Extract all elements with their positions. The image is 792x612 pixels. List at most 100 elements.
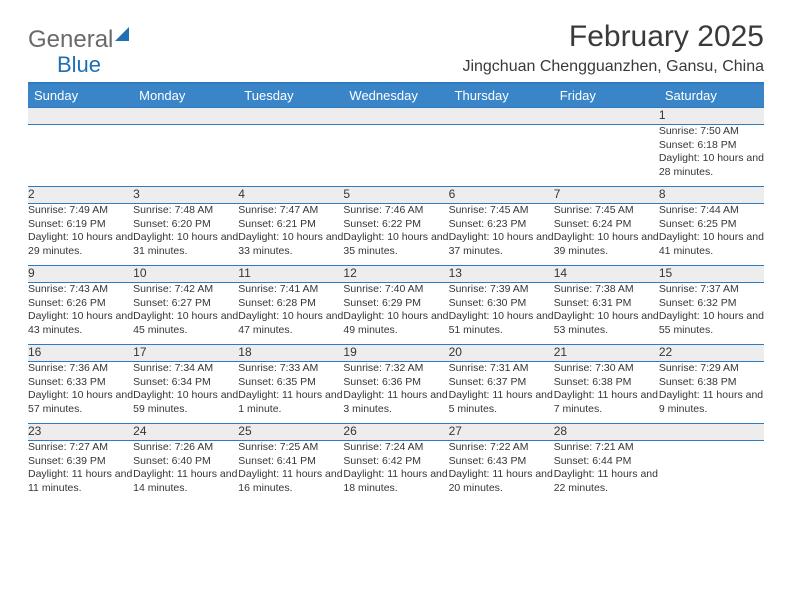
day-number-cell: 2 <box>28 187 133 204</box>
day-detail-cell: Sunrise: 7:34 AMSunset: 6:34 PMDaylight:… <box>133 362 238 424</box>
location-text: Jingchuan Chengguanzhen, Gansu, China <box>462 58 764 76</box>
day-number-cell: 20 <box>449 345 554 362</box>
sunset-text: Sunset: 6:23 PM <box>449 218 554 232</box>
day-header: Sunday <box>28 84 133 108</box>
day-number-cell: 7 <box>554 187 659 204</box>
sunrise-text: Sunrise: 7:25 AM <box>238 441 343 455</box>
day-detail-cell: Sunrise: 7:50 AMSunset: 6:18 PMDaylight:… <box>659 125 764 187</box>
sunrise-text: Sunrise: 7:40 AM <box>343 283 448 297</box>
daylight-text: Daylight: 10 hours and 43 minutes. <box>28 310 133 337</box>
day-detail-cell: Sunrise: 7:46 AMSunset: 6:22 PMDaylight:… <box>343 204 448 266</box>
day-detail-row: Sunrise: 7:50 AMSunset: 6:18 PMDaylight:… <box>28 125 764 187</box>
day-detail-cell <box>133 125 238 187</box>
day-number-cell <box>343 108 448 125</box>
day-detail-cell: Sunrise: 7:27 AMSunset: 6:39 PMDaylight:… <box>28 441 133 503</box>
sunrise-text: Sunrise: 7:27 AM <box>28 441 133 455</box>
day-number-cell: 12 <box>343 266 448 283</box>
day-detail-cell: Sunrise: 7:41 AMSunset: 6:28 PMDaylight:… <box>238 283 343 345</box>
day-detail-cell: Sunrise: 7:31 AMSunset: 6:37 PMDaylight:… <box>449 362 554 424</box>
logo-triangle-icon <box>115 27 129 41</box>
sunset-text: Sunset: 6:21 PM <box>238 218 343 232</box>
logo-text-1: General <box>28 26 113 54</box>
sunrise-text: Sunrise: 7:30 AM <box>554 362 659 376</box>
sunrise-text: Sunrise: 7:45 AM <box>554 204 659 218</box>
sunrise-text: Sunrise: 7:29 AM <box>659 362 764 376</box>
day-number-cell: 18 <box>238 345 343 362</box>
day-number-cell: 10 <box>133 266 238 283</box>
day-detail-cell <box>554 125 659 187</box>
sunrise-text: Sunrise: 7:50 AM <box>659 125 764 139</box>
day-header: Monday <box>133 84 238 108</box>
sunset-text: Sunset: 6:31 PM <box>554 297 659 311</box>
sunrise-text: Sunrise: 7:41 AM <box>238 283 343 297</box>
day-detail-row: Sunrise: 7:43 AMSunset: 6:26 PMDaylight:… <box>28 283 764 345</box>
sunset-text: Sunset: 6:30 PM <box>449 297 554 311</box>
day-number-cell: 8 <box>659 187 764 204</box>
day-detail-cell <box>449 125 554 187</box>
day-detail-row: Sunrise: 7:36 AMSunset: 6:33 PMDaylight:… <box>28 362 764 424</box>
day-number-cell <box>28 108 133 125</box>
daylight-text: Daylight: 11 hours and 9 minutes. <box>659 389 764 416</box>
sunset-text: Sunset: 6:20 PM <box>133 218 238 232</box>
daylight-text: Daylight: 10 hours and 51 minutes. <box>449 310 554 337</box>
day-number-cell <box>449 108 554 125</box>
daylight-text: Daylight: 10 hours and 59 minutes. <box>133 389 238 416</box>
sunset-text: Sunset: 6:25 PM <box>659 218 764 232</box>
day-detail-cell: Sunrise: 7:44 AMSunset: 6:25 PMDaylight:… <box>659 204 764 266</box>
sunrise-text: Sunrise: 7:21 AM <box>554 441 659 455</box>
daylight-text: Daylight: 10 hours and 39 minutes. <box>554 231 659 258</box>
sunrise-text: Sunrise: 7:33 AM <box>238 362 343 376</box>
header-row: General Blue February 2025 Jingchuan Che… <box>28 20 764 76</box>
sunrise-text: Sunrise: 7:42 AM <box>133 283 238 297</box>
daylight-text: Daylight: 10 hours and 53 minutes. <box>554 310 659 337</box>
daylight-text: Daylight: 10 hours and 29 minutes. <box>28 231 133 258</box>
daylight-text: Daylight: 10 hours and 47 minutes. <box>238 310 343 337</box>
sunset-text: Sunset: 6:19 PM <box>28 218 133 232</box>
calendar-table: Sunday Monday Tuesday Wednesday Thursday… <box>28 84 764 503</box>
day-detail-cell: Sunrise: 7:39 AMSunset: 6:30 PMDaylight:… <box>449 283 554 345</box>
day-header: Wednesday <box>343 84 448 108</box>
day-number-cell: 24 <box>133 424 238 441</box>
day-number-cell: 15 <box>659 266 764 283</box>
daylight-text: Daylight: 11 hours and 5 minutes. <box>449 389 554 416</box>
daylight-text: Daylight: 11 hours and 20 minutes. <box>449 468 554 495</box>
day-number-row: 2345678 <box>28 187 764 204</box>
day-number-cell: 23 <box>28 424 133 441</box>
day-number-cell: 1 <box>659 108 764 125</box>
daylight-text: Daylight: 11 hours and 18 minutes. <box>343 468 448 495</box>
day-number-cell: 22 <box>659 345 764 362</box>
day-number-cell: 21 <box>554 345 659 362</box>
sunset-text: Sunset: 6:35 PM <box>238 376 343 390</box>
day-header: Thursday <box>449 84 554 108</box>
day-detail-cell: Sunrise: 7:48 AMSunset: 6:20 PMDaylight:… <box>133 204 238 266</box>
calendar-body: 1Sunrise: 7:50 AMSunset: 6:18 PMDaylight… <box>28 108 764 503</box>
sunrise-text: Sunrise: 7:38 AM <box>554 283 659 297</box>
day-detail-cell <box>28 125 133 187</box>
day-detail-cell: Sunrise: 7:22 AMSunset: 6:43 PMDaylight:… <box>449 441 554 503</box>
day-header: Friday <box>554 84 659 108</box>
daylight-text: Daylight: 10 hours and 33 minutes. <box>238 231 343 258</box>
sunrise-text: Sunrise: 7:39 AM <box>449 283 554 297</box>
day-detail-cell <box>238 125 343 187</box>
sunset-text: Sunset: 6:41 PM <box>238 455 343 469</box>
calendar-page: General Blue February 2025 Jingchuan Che… <box>0 0 792 513</box>
day-detail-cell: Sunrise: 7:21 AMSunset: 6:44 PMDaylight:… <box>554 441 659 503</box>
day-detail-row: Sunrise: 7:49 AMSunset: 6:19 PMDaylight:… <box>28 204 764 266</box>
day-number-cell: 14 <box>554 266 659 283</box>
sunrise-text: Sunrise: 7:26 AM <box>133 441 238 455</box>
day-detail-cell <box>659 441 764 503</box>
sunrise-text: Sunrise: 7:32 AM <box>343 362 448 376</box>
day-number-cell: 17 <box>133 345 238 362</box>
sunset-text: Sunset: 6:26 PM <box>28 297 133 311</box>
day-number-row: 232425262728 <box>28 424 764 441</box>
sunrise-text: Sunrise: 7:47 AM <box>238 204 343 218</box>
sunset-text: Sunset: 6:32 PM <box>659 297 764 311</box>
day-detail-cell: Sunrise: 7:24 AMSunset: 6:42 PMDaylight:… <box>343 441 448 503</box>
day-number-cell: 19 <box>343 345 448 362</box>
daylight-text: Daylight: 10 hours and 31 minutes. <box>133 231 238 258</box>
sunrise-text: Sunrise: 7:48 AM <box>133 204 238 218</box>
day-detail-cell: Sunrise: 7:47 AMSunset: 6:21 PMDaylight:… <box>238 204 343 266</box>
day-detail-row: Sunrise: 7:27 AMSunset: 6:39 PMDaylight:… <box>28 441 764 503</box>
day-number-row: 16171819202122 <box>28 345 764 362</box>
day-number-cell: 3 <box>133 187 238 204</box>
